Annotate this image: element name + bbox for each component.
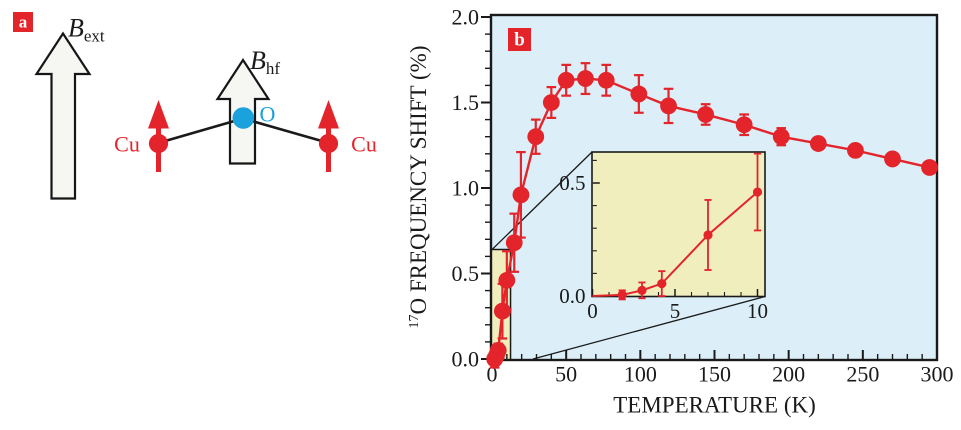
inset-x-tick-label: 10 — [747, 299, 768, 323]
data-line — [592, 191, 759, 297]
main-series — [486, 62, 938, 369]
data-point — [557, 71, 575, 89]
data-point — [527, 128, 545, 146]
data-point — [597, 71, 615, 89]
x-tick-label: 150 — [698, 362, 731, 387]
data-point — [505, 234, 523, 252]
zoom-connector-top — [491, 151, 593, 251]
bhf-label: Bhf — [250, 46, 280, 78]
frequency-shift-chart: 0 50 100 150 200 250 3000.00.51.01.52.0TEMPERA… — [406, 5, 954, 418]
data-point — [847, 141, 864, 159]
panel-a-diagram: a Bext Bhf O Cu Cu — [13, 12, 377, 200]
data-point — [703, 230, 713, 240]
inset-chart: 0 5 10 0.0 0.5 — [559, 151, 768, 323]
data-point — [489, 342, 507, 359]
y-tick-label: 2.0 — [452, 5, 480, 30]
cu-atom-left — [148, 133, 169, 154]
cu-spin-arrow-left-head — [148, 100, 169, 129]
data-point — [660, 97, 677, 115]
x-tick-label: 250 — [846, 362, 879, 387]
y-tick-label: 0.0 — [452, 347, 480, 372]
panel-b-badge — [508, 28, 531, 51]
o-label: O — [260, 102, 276, 127]
y-tick-label: 0.5 — [452, 261, 480, 286]
zoom-connector-bottom — [532, 295, 766, 360]
x-tick-label: 50 — [555, 362, 577, 387]
bhf-symbol: B — [250, 46, 266, 75]
cu-label-right: Cu — [351, 132, 377, 157]
inset-x-tick-label: 5 — [670, 299, 681, 323]
x-tick-label: 0 — [487, 362, 498, 387]
x-tick-label: 100 — [624, 362, 657, 387]
x-tick-label: 300 — [921, 362, 954, 387]
y-tick-label: 1.0 — [452, 176, 480, 201]
inset-series — [592, 152, 763, 301]
cu-atom-right — [318, 133, 339, 154]
data-point — [884, 150, 901, 168]
inset-x-tick-label: 0 — [587, 299, 598, 323]
inset-background — [591, 151, 766, 298]
panel-a-badge — [13, 12, 33, 32]
y-axis-title: 17O FREQUENCY SHIFT (%) — [406, 46, 431, 329]
data-point — [735, 116, 753, 134]
panel-b-badge-letter: b — [514, 30, 525, 51]
data-point — [921, 159, 938, 176]
data-point — [617, 290, 627, 300]
bext-subscript: ext — [84, 27, 105, 46]
data-point — [772, 128, 790, 146]
bhf-subscript: hf — [266, 59, 281, 78]
cu-spin-arrow-right-head — [318, 100, 339, 129]
data-point — [630, 85, 648, 103]
cu-label-left: Cu — [114, 132, 140, 157]
data-point — [809, 135, 827, 152]
data-point — [512, 186, 530, 204]
inset-y-tick-label: 0.0 — [559, 284, 585, 308]
o-atom — [232, 107, 255, 129]
plot-frame — [489, 13, 939, 362]
data-point — [637, 285, 647, 295]
inset-y-tick-label: 0.5 — [559, 171, 585, 195]
x-tick-label: 200 — [772, 362, 805, 387]
data-point — [498, 271, 516, 289]
cu-o-bond-left — [159, 117, 244, 144]
data-point — [752, 187, 763, 197]
bext-symbol: B — [68, 14, 84, 43]
data-point — [493, 302, 511, 320]
y-tick-label: 1.5 — [452, 90, 480, 115]
panel-a-badge-letter: a — [19, 13, 28, 32]
bext-arrow — [34, 31, 92, 200]
panel-b: 0 50 100 150 200 250 3000.00.51.01.52.0TEMPERA… — [406, 5, 954, 418]
x-axis-title: TEMPERATURE (K) — [613, 393, 816, 418]
data-point — [657, 278, 667, 289]
bext-label: Bext — [68, 14, 105, 46]
cu-o-bond-right — [242, 117, 328, 144]
data-point — [542, 94, 560, 111]
data-point — [577, 70, 594, 87]
inset-tick-labels: 0 5 10 0.0 0.5 — [559, 171, 768, 323]
data-point — [697, 106, 714, 123]
